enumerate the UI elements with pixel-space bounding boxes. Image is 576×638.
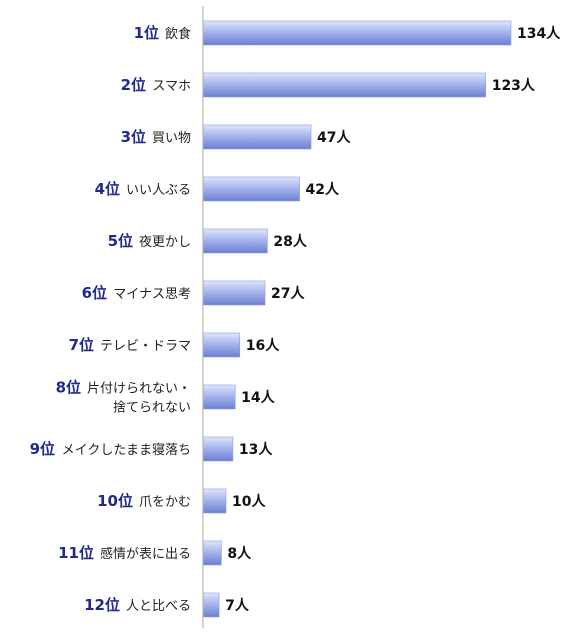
rank-label: 1位 [134,24,159,42]
bar [202,540,222,566]
rank-label: 11位 [58,544,94,562]
value-label: 47人 [317,129,351,146]
value-label: 10人 [232,493,266,510]
chart-row: 感情が表に出る 11位 8人 [58,540,252,566]
category-label: 爪をかむ [139,495,191,510]
rank-label: 6位 [82,284,107,302]
bar [202,124,312,150]
rank-label: 9位 [30,440,55,458]
chart-row: いい人ぶる 4位 42人 [95,176,340,202]
bar [202,20,512,46]
rank-label: 7位 [69,336,94,354]
rank-label: 5位 [108,232,133,250]
bar [202,436,234,462]
category-label: 人と比べる [126,599,191,614]
chart-row: 夜更かし 5位 28人 [108,228,308,254]
bar [202,176,300,202]
category-label: 夜更かし [139,235,191,250]
value-label: 8人 [227,545,252,562]
rank-label: 3位 [121,128,146,146]
category-label: テレビ・ドラマ [100,339,191,354]
rank-label: 8位 [56,379,81,397]
chart-row: スマホ 2位 123人 [121,72,536,98]
bar [202,592,220,618]
category-label: 感情が表に出る [100,546,191,562]
bar [202,228,268,254]
rank-label: 12位 [84,596,120,614]
category-label: マイナス思考 [113,287,191,302]
category-label: 飲食 [165,26,191,42]
rank-label: 4位 [95,180,120,198]
category-label: 片付けられない・捨てられない [87,382,191,416]
chart-row: 飲食 1位 134人 [134,20,561,46]
value-label: 13人 [239,441,273,458]
bar [202,488,227,514]
rank-label: 2位 [121,76,146,94]
value-label: 14人 [241,389,275,406]
chart-row: 爪をかむ 10位 10人 [97,488,266,514]
chart-row: 人と比べる 12位 7人 [84,592,250,618]
bar [202,280,266,306]
chart-row: テレビ・ドラマ 7位 16人 [69,332,280,358]
bar [202,384,236,410]
bar [202,72,487,98]
category-label: メイクしたまま寝落ち [62,442,191,458]
bar [202,332,241,358]
value-label: 16人 [246,337,280,354]
chart-row: 片付けられない・捨てられない 8位 14人 [56,379,276,416]
chart-row: メイクしたまま寝落ち 9位 13人 [30,436,273,462]
rank-label: 10位 [97,492,133,510]
category-label: 買い物 [152,131,191,146]
value-label: 134人 [517,25,561,42]
chart-row: 買い物 3位 47人 [121,124,352,150]
value-label: 7人 [225,597,250,614]
value-label: 27人 [271,285,305,302]
category-label: スマホ [152,79,191,94]
value-label: 42人 [306,181,340,198]
value-label: 28人 [273,233,307,250]
chart-row: マイナス思考 6位 27人 [82,280,306,306]
value-label: 123人 [492,77,536,94]
category-label: いい人ぶる [126,183,191,198]
